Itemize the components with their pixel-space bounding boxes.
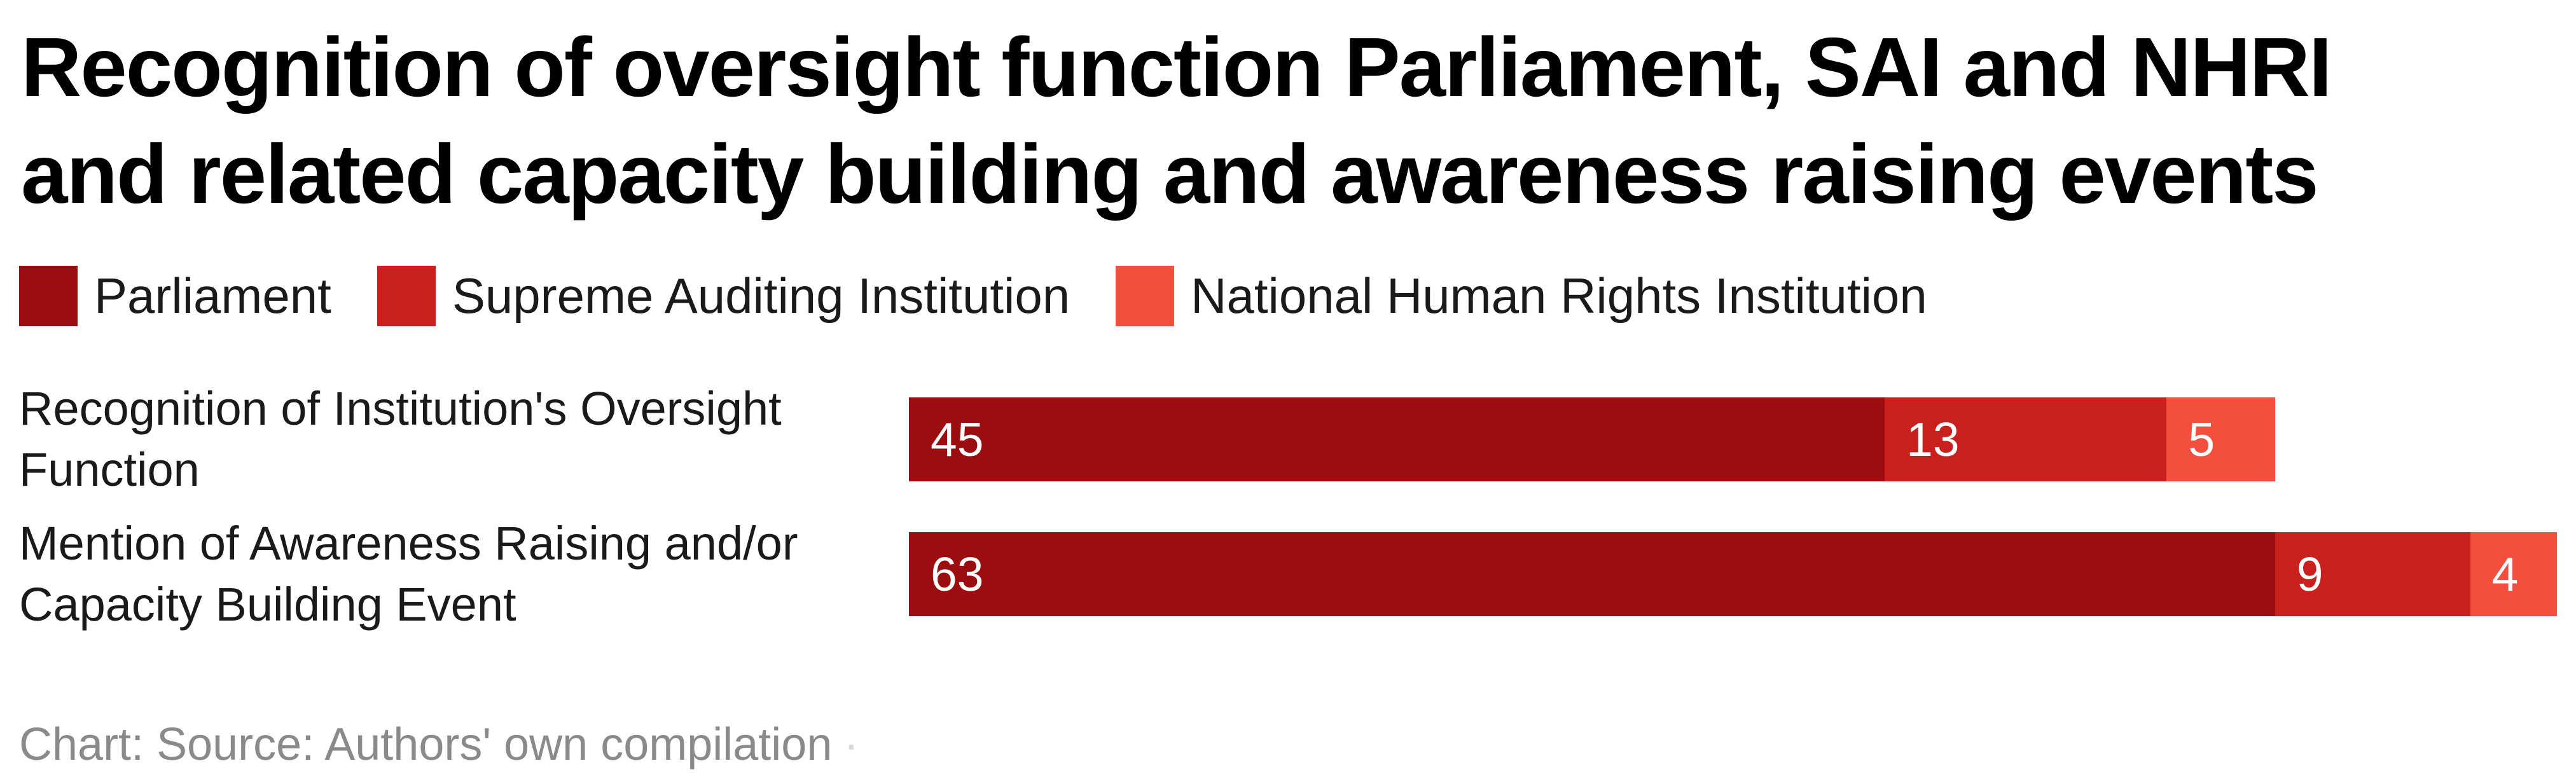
legend-item: Parliament <box>19 266 331 326</box>
row-label: Recognition of Institution's Oversight F… <box>19 382 782 496</box>
legend-label: Supreme Auditing Institution <box>452 268 1070 324</box>
row-label: Mention of Awareness Raising and/or Capa… <box>19 517 798 631</box>
footer-faint-mark: · <box>843 719 859 770</box>
footer-text: Chart: Source: Authors' own compilation <box>19 719 833 770</box>
bar-value-label: 4 <box>2491 547 2519 601</box>
bar-segment: 9 <box>2275 532 2470 616</box>
bar-row: Recognition of Institution's Oversight F… <box>19 382 2557 496</box>
bar-segment: 63 <box>909 532 2275 616</box>
bar-value-label: 9 <box>2296 547 2323 601</box>
bar-value-label: 5 <box>2188 413 2215 466</box>
legend-label: National Human Rights Institution <box>1191 268 1927 324</box>
legend-label: Parliament <box>94 268 331 324</box>
bar-value-label: 63 <box>931 547 984 601</box>
legend-item: Supreme Auditing Institution <box>377 266 1070 326</box>
legend-item: National Human Rights Institution <box>1116 266 1927 326</box>
bar-segment: 5 <box>2166 397 2275 481</box>
legend-swatch-icon <box>377 266 436 326</box>
page-title-line-1: Recognition of oversight function Parlia… <box>21 20 2332 114</box>
stacked-bar: 63 9 4 <box>909 532 2557 616</box>
legend-swatch-icon <box>19 266 78 326</box>
bar-segment: 13 <box>1885 397 2167 481</box>
bar-value-label: 45 <box>931 413 984 466</box>
bar-segment: 45 <box>909 397 1885 481</box>
bar-value-label: 13 <box>1906 413 1960 466</box>
chart-legend: Parliament Supreme Auditing Institution Na… <box>19 266 2557 326</box>
legend-swatch-icon <box>1116 266 1175 326</box>
bar-row: Mention of Awareness Raising and/or Capa… <box>19 517 2557 631</box>
page-title: Recognition of oversight function Parlia… <box>21 14 2557 228</box>
bar-segment: 4 <box>2470 532 2557 616</box>
bar-rows: Recognition of Institution's Oversight F… <box>19 382 2557 631</box>
page-title-line-2: and related capacity building and awaren… <box>21 127 2319 221</box>
chart-footer: Chart: Source: Authors' own compilation · <box>19 717 2557 773</box>
stacked-bar: 45 13 5 <box>909 397 2557 481</box>
